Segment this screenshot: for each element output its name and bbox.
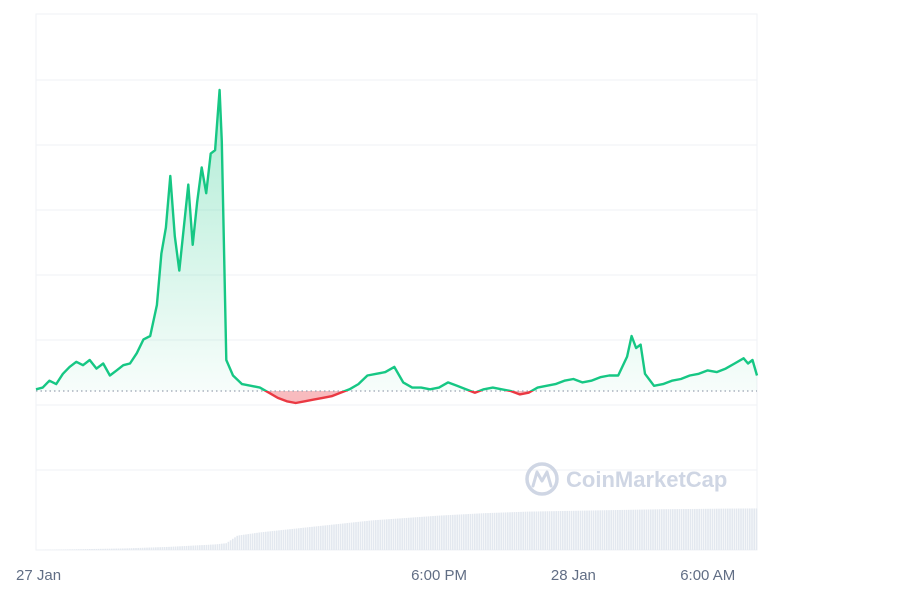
x-tick-label-2: 28 Jan [551,567,596,584]
plot-frame [35,13,758,551]
volume-bars [36,508,758,550]
area-above-baseline [36,90,757,391]
price-line-above [35,88,759,391]
price-area [36,90,757,403]
x-tick-label-3: 6:00 AM [680,567,735,584]
x-tick-label-1: 6:00 PM [411,567,467,584]
coinmarketcap-watermark: CoinMarketCap [525,462,727,496]
coinmarketcap-logo-icon [525,462,559,496]
x-tick-label-0: 27 Jan [16,567,61,584]
watermark-text: CoinMarketCap [566,467,727,492]
x-axis-ticks: 27 Jan 6:00 PM 28 Jan 6:00 AM [16,567,735,584]
price-line [35,88,759,405]
